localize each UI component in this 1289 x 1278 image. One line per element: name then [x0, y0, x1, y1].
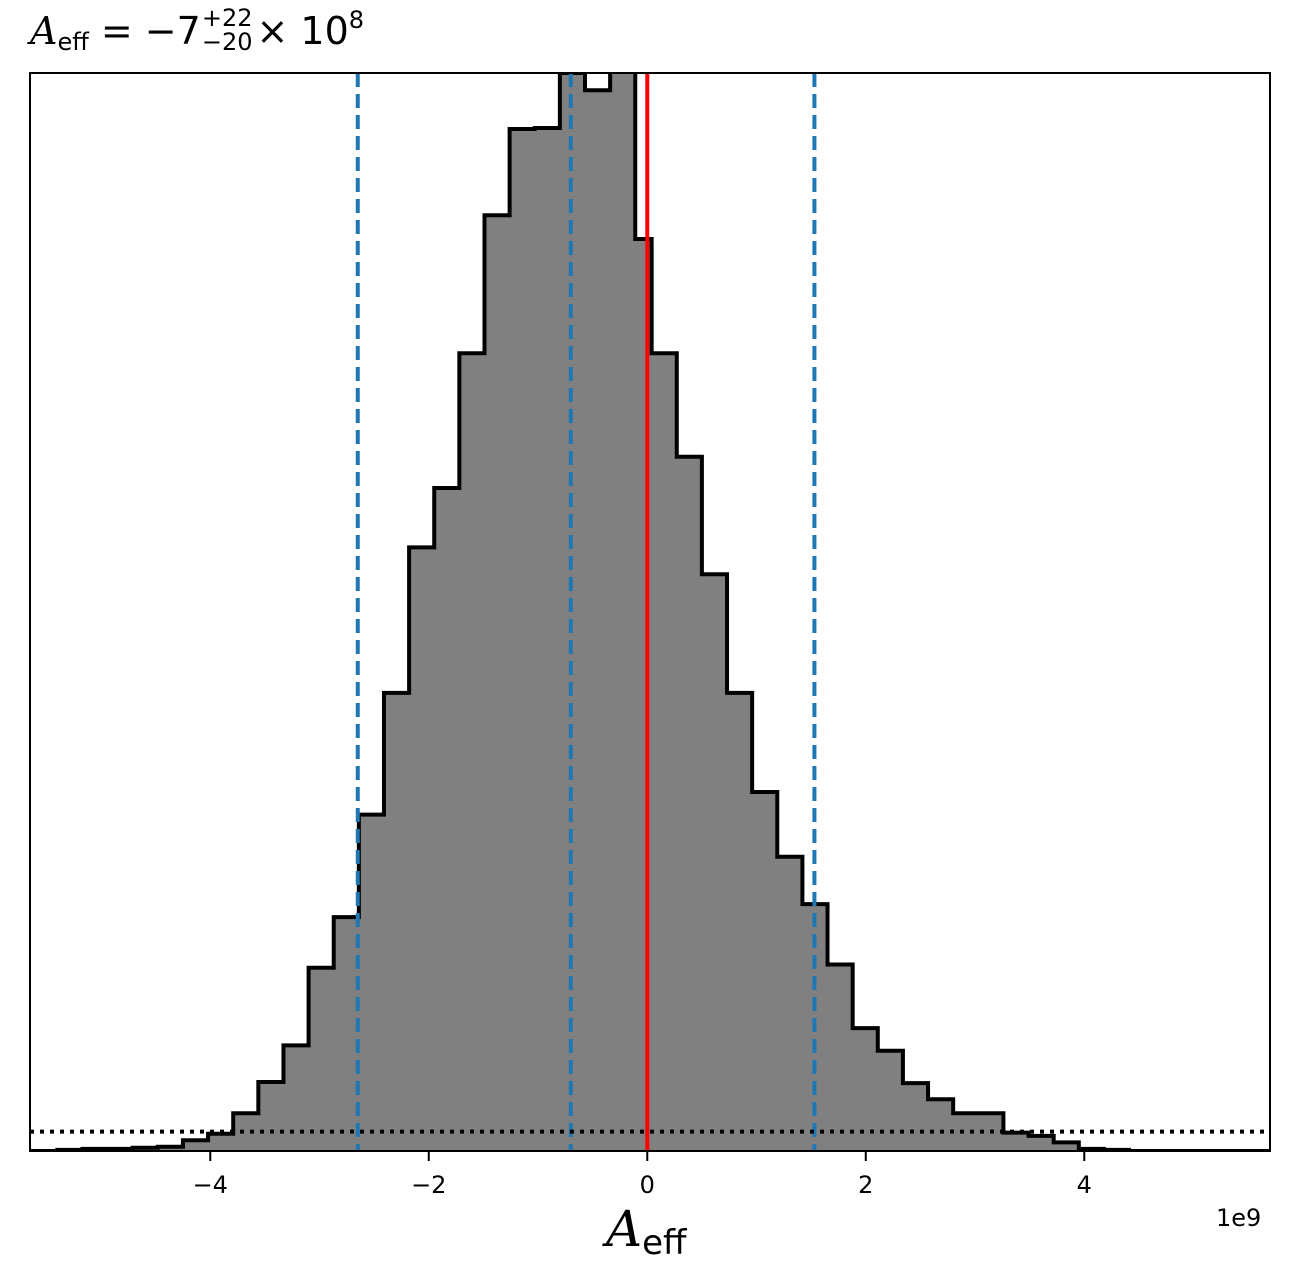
histogram-bar [1003, 1132, 1030, 1151]
histogram-bar [610, 73, 636, 1151]
title-lower-error: −20 [201, 27, 253, 56]
title-symbol: A [30, 9, 58, 53]
histogram-bar [1053, 1142, 1080, 1151]
histogram-bar [902, 1083, 929, 1151]
x-tick-label: 4 [1077, 1171, 1092, 1199]
histogram-bar [509, 129, 536, 1151]
histogram-bar [727, 692, 753, 1151]
histogram-bar [383, 692, 410, 1151]
histogram-bar [308, 967, 335, 1151]
title-upper-error: +22 [201, 3, 253, 32]
histogram-bar [182, 1140, 209, 1151]
histogram-bar [459, 353, 485, 1151]
x-axis-ticks: −4 −2 0 2 4 [193, 1151, 1092, 1199]
histogram-bar [777, 856, 803, 1151]
histogram-bar [877, 1050, 904, 1151]
histogram-bar [827, 964, 854, 1151]
histogram-bar [434, 488, 460, 1151]
histogram-bar [852, 1028, 879, 1151]
histogram-bar [534, 127, 561, 1151]
x-tick-label: −2 [411, 1171, 446, 1199]
histogram-bar [651, 353, 678, 1151]
chart-title: Aeff = −7 +22 −20 × 108 [30, 6, 364, 58]
histogram-bar [358, 814, 385, 1151]
histogram-bar [233, 1113, 259, 1151]
title-errors: +22 −20 [202, 6, 253, 54]
histogram-bar [258, 1082, 284, 1151]
histogram-bar [701, 574, 728, 1151]
x-axis-subscript: eff [642, 1223, 687, 1263]
histogram-bar [333, 917, 360, 1151]
histogram-bar [635, 239, 653, 1151]
title-subscript: eff [57, 28, 89, 56]
vertical-lines [355, 73, 817, 1151]
x-axis-offset-label: 1e9 [1216, 1204, 1262, 1232]
title-equals: = [100, 9, 133, 53]
histogram-bar [584, 90, 611, 1151]
histogram-bars [30, 73, 1270, 1151]
x-tick-label: −4 [193, 1171, 228, 1199]
title-times: × [256, 9, 289, 53]
title-base: 10 [300, 9, 349, 53]
title-exponent: 8 [348, 6, 365, 34]
title-value: −7 [144, 9, 201, 53]
x-tick-label: 0 [640, 1171, 655, 1199]
histogram-bar [752, 792, 778, 1151]
x-axis-label: Aeff [606, 1200, 686, 1263]
histogram-bar [1028, 1135, 1055, 1151]
histogram-bar [283, 1045, 310, 1151]
x-tick-label: 2 [858, 1171, 873, 1199]
histogram-bar [676, 456, 703, 1151]
histogram-bar [208, 1133, 234, 1151]
histogram-bar [409, 547, 435, 1151]
histogram-bar [928, 1099, 954, 1151]
x-axis-symbol: A [606, 1200, 643, 1258]
histogram-bar [157, 1146, 184, 1151]
histogram-outline [30, 73, 1270, 1151]
histogram-bar [484, 215, 511, 1151]
plot-frame [29, 72, 1271, 1152]
